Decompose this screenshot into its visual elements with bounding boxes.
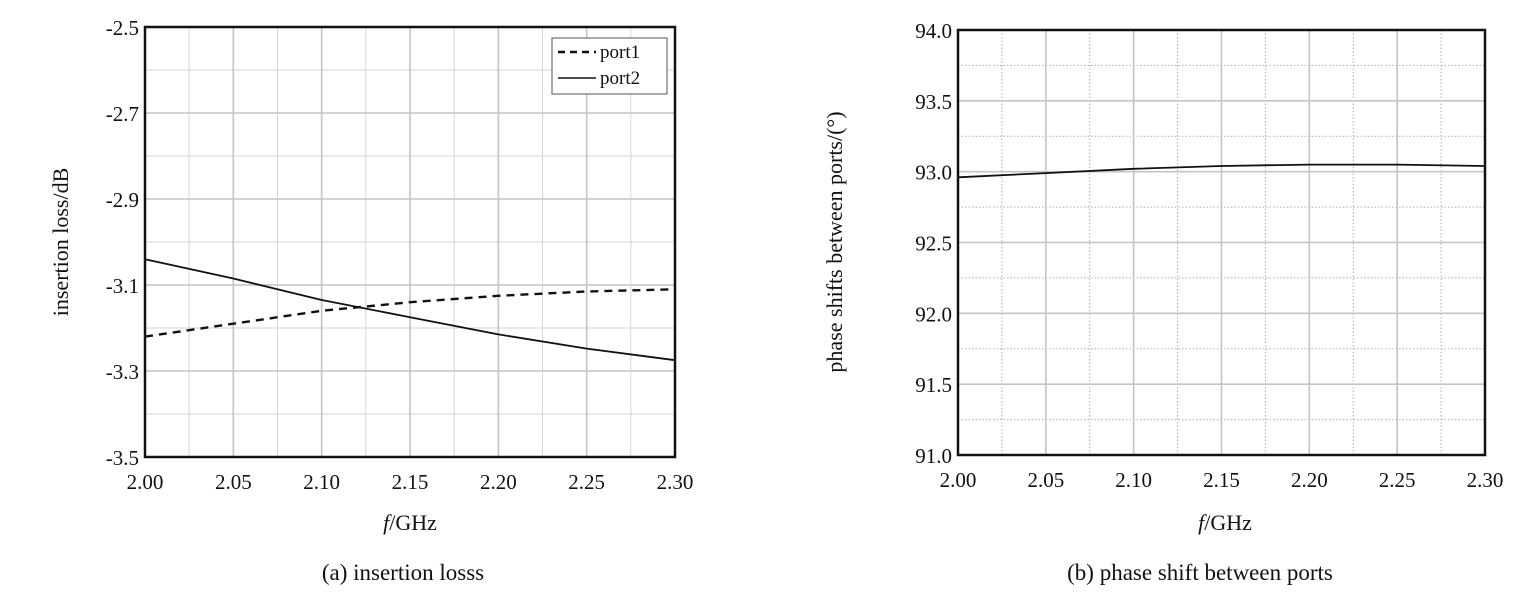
insertion-loss-x-axis-label: f/GHz	[383, 510, 437, 535]
x-tick-label: 2.25	[1379, 468, 1416, 492]
insertion-loss-grid	[145, 27, 675, 457]
series-line-series-1	[957, 163, 1486, 179]
y-tick-label: -3.3	[106, 360, 139, 384]
x-tick-label: 2.20	[480, 470, 517, 494]
insertion-loss-tick-labels: 2.00 2.05 2.10 2.15 2.20 2.25 2.30 -2.5 -2.7 -2.9…	[106, 16, 694, 494]
y-tick-label: 92.0	[915, 302, 952, 326]
y-tick-label: 91.5	[915, 373, 952, 397]
x-tick-label: 2.30	[657, 470, 694, 494]
phase-shift-series	[957, 163, 1486, 179]
phase-shift-tick-labels: 2.00 2.05 2.10 2.15 2.20 2.25 2.30 94.0 93.5 93.0…	[915, 19, 1503, 492]
insertion-loss-plot-frame	[143, 25, 677, 459]
y-tick-label: 91.0	[915, 444, 952, 468]
phase-shift-chart: 2.00 2.05 2.10 2.15 2.20 2.25 2.30 94.0 93.5 93.0…	[822, 19, 1503, 585]
insertion-loss-legend: port1 port2	[551, 37, 668, 95]
x-tick-label: 2.15	[1203, 468, 1240, 492]
y-tick-label: -3.1	[106, 274, 139, 298]
series-line-port1	[144, 288, 676, 338]
y-tick-label: -2.5	[106, 16, 139, 40]
x-tick-label: 2.25	[568, 470, 605, 494]
series-line-port2	[144, 258, 676, 362]
phase-shift-caption: (b) phase shift between ports	[1067, 560, 1333, 585]
insertion-loss-chart: 2.00 2.05 2.10 2.15 2.20 2.25 2.30 -2.5 -2.7 -2.9…	[48, 16, 693, 585]
insertion-loss-series	[144, 258, 676, 362]
y-tick-label: 92.5	[915, 232, 952, 256]
phase-shift-plot-frame	[956, 28, 1487, 457]
y-tick-label: 94.0	[915, 19, 952, 43]
x-tick-label: 2.10	[1115, 468, 1152, 492]
phase-shift-grid	[958, 30, 1485, 455]
insertion-loss-caption: (a) insertion losss	[322, 560, 484, 585]
insertion-loss-y-axis-label: insertion loss/dB	[48, 168, 73, 317]
phase-shift-y-axis-label: phase shifts between ports/(°)	[822, 111, 847, 372]
phase-shift-x-axis-label: f/GHz	[1198, 510, 1252, 535]
legend-port2-label: port2	[600, 68, 640, 89]
legend-port1-label: port1	[600, 42, 640, 63]
x-tick-label: 2.20	[1291, 468, 1328, 492]
x-tick-label: 2.00	[940, 468, 977, 492]
x-tick-label: 2.05	[215, 470, 252, 494]
x-tick-label: 2.05	[1027, 468, 1064, 492]
x-tick-label: 2.00	[127, 470, 164, 494]
y-tick-label: 93.5	[915, 90, 952, 114]
y-tick-label: -2.9	[106, 188, 139, 212]
legend-box	[551, 37, 668, 95]
y-tick-label: -2.7	[106, 102, 139, 126]
x-tick-label: 2.15	[392, 470, 429, 494]
y-tick-label: -3.5	[106, 446, 139, 470]
x-tick-label: 2.30	[1467, 468, 1504, 492]
y-tick-label: 93.0	[915, 161, 952, 185]
x-tick-label: 2.10	[303, 470, 340, 494]
